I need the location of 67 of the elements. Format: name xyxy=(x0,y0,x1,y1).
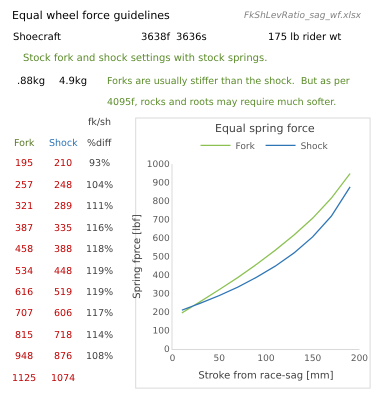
text: Forks are usually stiffer than the shock. But as per xyxy=(107,76,350,87)
text: 116% xyxy=(86,223,114,234)
text: 1125 xyxy=(12,373,36,384)
text: 448 xyxy=(54,266,72,277)
text: 387 xyxy=(15,223,34,234)
text: 3638f xyxy=(141,32,170,43)
text: 119% xyxy=(86,266,114,277)
text: 104% xyxy=(86,180,114,191)
y-tick-label: 500 xyxy=(152,252,170,263)
x-tick-label: 100 xyxy=(257,354,275,364)
y-tick-label: 1000 xyxy=(146,160,170,170)
text: 93% xyxy=(89,158,110,169)
text: 321 xyxy=(15,201,34,212)
text: 195 xyxy=(15,158,34,169)
text: FkShLevRatio_sag_wf.xlsx xyxy=(244,11,362,21)
text: Shoecraft xyxy=(13,32,62,43)
y-tick-label: 700 xyxy=(152,216,170,226)
text: 4095f, rocks and roots may require much softer. xyxy=(107,97,336,108)
text: 519 xyxy=(54,287,72,298)
text: 114% xyxy=(86,330,114,341)
legend-label: Shock xyxy=(300,142,328,152)
x-axis-title: Stroke from race-sag [mm] xyxy=(198,370,334,382)
text: 335 xyxy=(54,223,72,234)
text: 119% xyxy=(86,287,114,298)
y-tick-label: 0 xyxy=(164,345,170,356)
text: 534 xyxy=(15,266,34,277)
text: Fork xyxy=(14,138,35,149)
text: fk/sh xyxy=(88,117,112,128)
text: 210 xyxy=(54,158,72,169)
text: %diff xyxy=(87,138,112,149)
text: 108% xyxy=(86,351,114,362)
text: 1074 xyxy=(51,373,76,384)
text: 606 xyxy=(54,308,72,319)
y-tick-label: 300 xyxy=(152,290,170,300)
x-tick-label: 200 xyxy=(350,354,368,364)
text: 289 xyxy=(54,201,72,212)
text: 815 xyxy=(15,330,34,341)
text: Stock fork and shock settings with stock springs. xyxy=(23,53,268,64)
chart-title: Equal spring force xyxy=(215,122,315,135)
text: 876 xyxy=(54,351,72,362)
text: 458 xyxy=(15,244,34,255)
text: 718 xyxy=(54,330,72,341)
y-tick-label: 600 xyxy=(152,234,170,244)
x-tick-label: 150 xyxy=(304,354,322,364)
y-tick-label: 100 xyxy=(152,326,170,337)
text: 3636s xyxy=(176,32,207,43)
y-axis-title: Spring fprce [lbf] xyxy=(132,214,143,299)
text: 707 xyxy=(15,308,34,319)
text: 111% xyxy=(86,201,114,212)
text: Shock xyxy=(49,138,78,149)
text: 175 lb rider wt xyxy=(268,32,342,43)
text: 117% xyxy=(86,308,114,319)
text: 616 xyxy=(15,287,34,298)
text: 4.9kg xyxy=(59,76,88,87)
y-tick-label: 900 xyxy=(152,178,170,189)
text: .88kg xyxy=(17,76,46,87)
text: 248 xyxy=(54,180,72,191)
text: 118% xyxy=(86,244,114,255)
y-tick-label: 400 xyxy=(152,271,170,282)
text: 948 xyxy=(15,351,34,362)
y-tick-label: 800 xyxy=(152,197,170,208)
text: Equal wheel force guidelines xyxy=(12,9,170,22)
text: 257 xyxy=(15,180,34,191)
text: 388 xyxy=(54,244,72,255)
legend-label: Fork xyxy=(236,142,256,152)
y-tick-label: 200 xyxy=(152,308,170,318)
x-tick-label: 50 xyxy=(214,354,226,364)
